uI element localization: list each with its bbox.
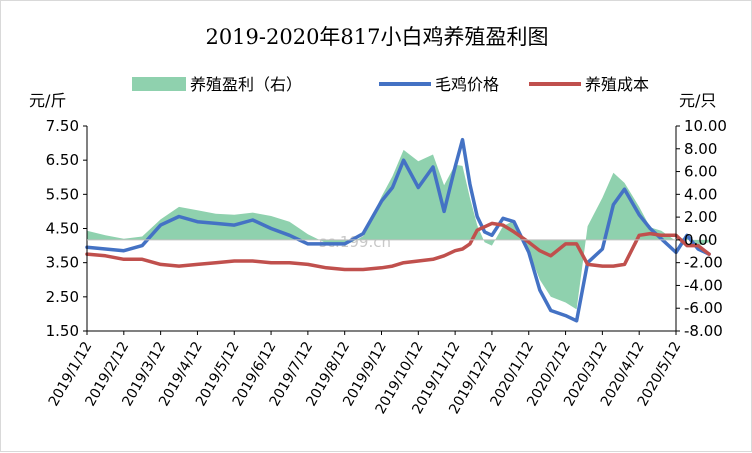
price-line: [85, 137, 711, 323]
legend: 养殖盈利（右） 毛鸡价格 养殖成本: [132, 75, 649, 94]
y-right-tick-label: 10.00: [684, 117, 727, 135]
y-right-tick-label: -6.00: [684, 299, 723, 317]
y-left-tick-label: 4.50: [46, 220, 79, 238]
profit-area: [87, 149, 710, 310]
y-right-tick-label: -2.00: [684, 254, 723, 272]
y-left-tick-label: 1.50: [46, 322, 79, 340]
cost-line: [85, 221, 711, 272]
y-axis-left-label: 元/斤: [29, 91, 66, 110]
y-right-tick-label: 6.00: [684, 163, 717, 181]
y-right-tick-label: 4.00: [684, 185, 717, 203]
y-left-tick-label: 5.50: [46, 185, 79, 203]
y-right-tick-label: -4.00: [684, 276, 723, 294]
y-left-tick-label: 2.50: [46, 288, 79, 306]
y-left-tick-label: 3.50: [46, 254, 79, 272]
y-axis-right-label: 元/只: [679, 91, 716, 110]
legend-label-profit: 养殖盈利（右）: [190, 75, 302, 94]
legend-swatch-profit: [132, 77, 186, 91]
y-left-tick-label: 7.50: [46, 117, 79, 135]
profit-area-layer: [87, 149, 710, 310]
line-layer: [85, 137, 711, 323]
y-right-tick-label: 8.00: [684, 140, 717, 158]
legend-label-cost: 养殖成本: [585, 75, 649, 94]
legend-label-price: 毛鸡价格: [435, 75, 499, 94]
chart-title: 2019-2020年817小白鸡养殖盈利图: [205, 25, 548, 49]
y-right-tick-label: 2.00: [684, 208, 717, 226]
y-right-tick-label: -8.00: [684, 322, 723, 340]
y-left-tick-label: 6.50: [46, 151, 79, 169]
y-right-tick-label: 0.00: [684, 231, 717, 249]
